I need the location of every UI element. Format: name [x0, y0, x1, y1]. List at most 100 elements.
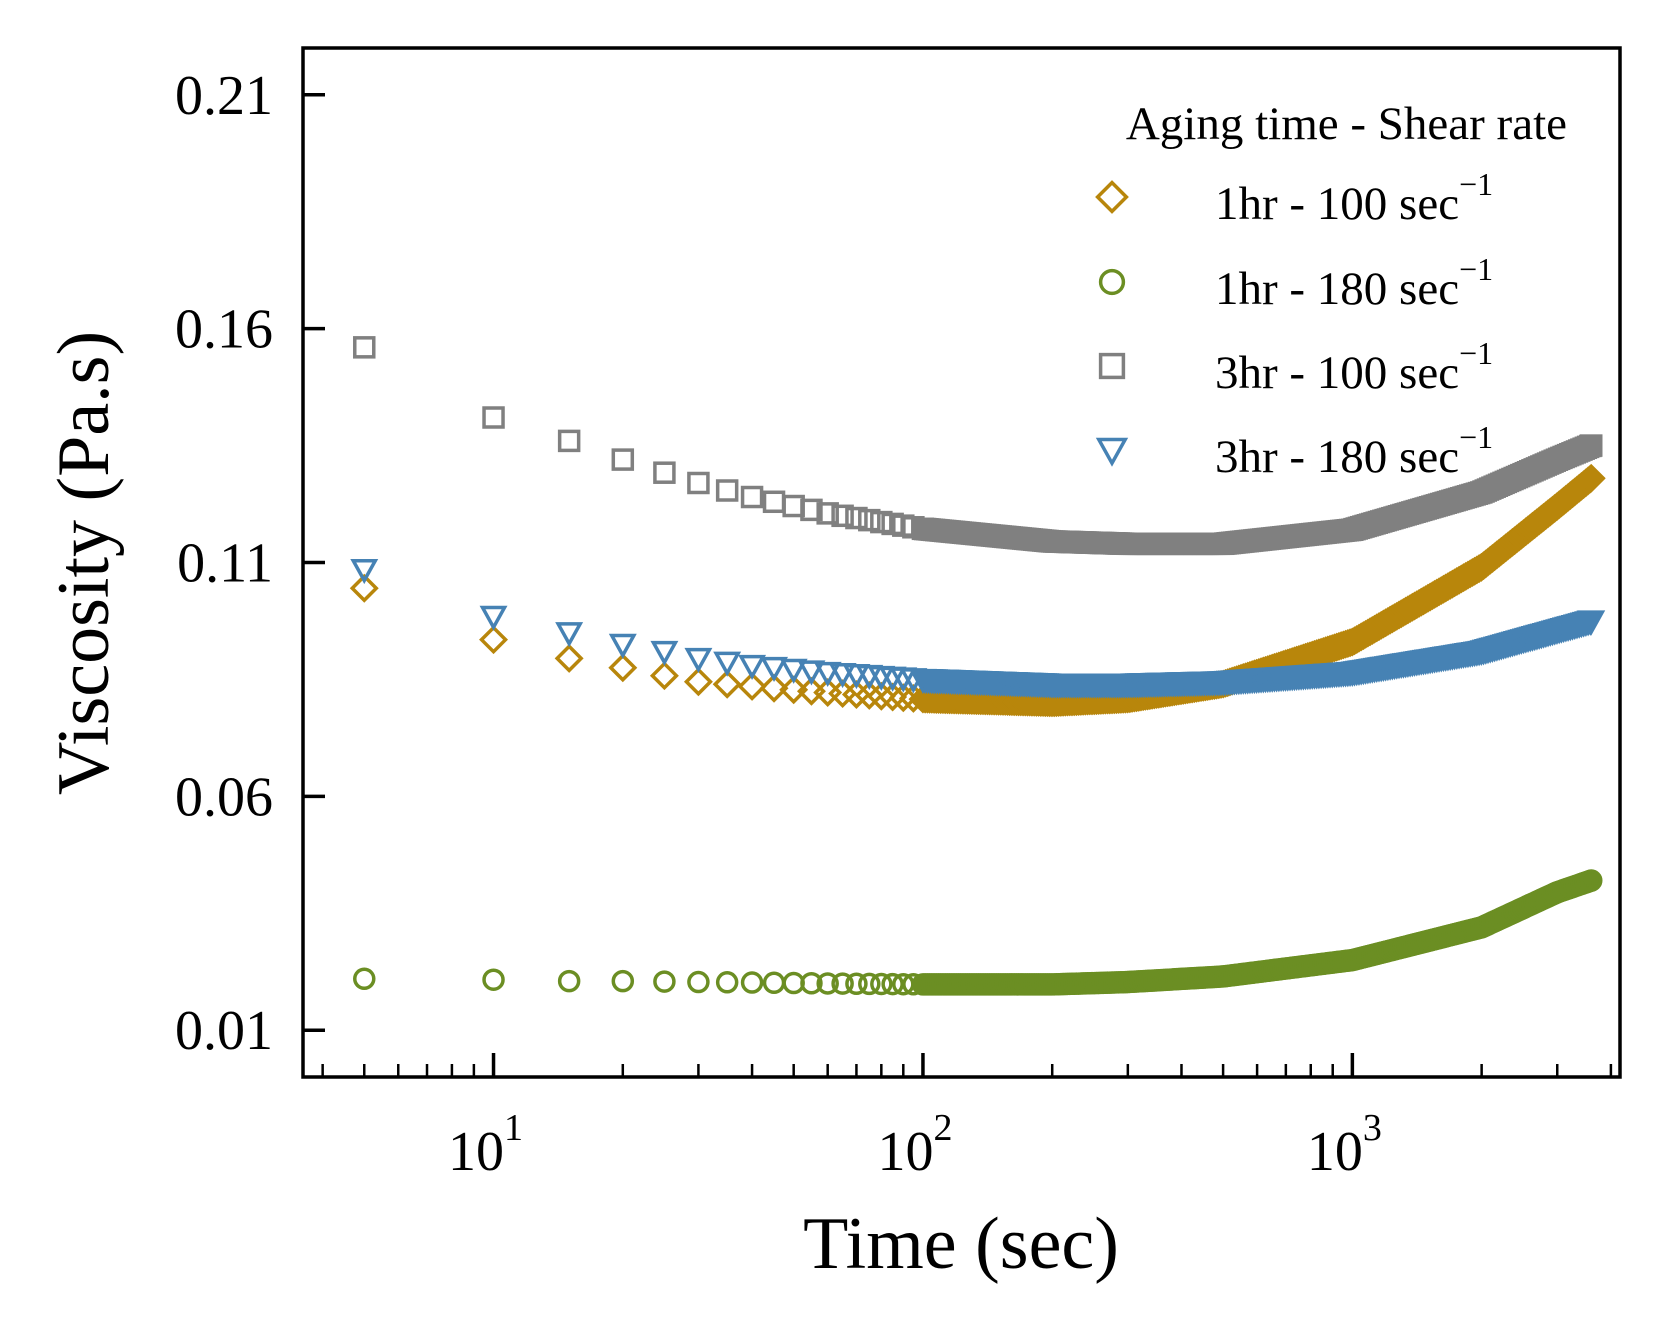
y-tick-label: 0.11	[177, 533, 273, 595]
data-point	[687, 970, 710, 994]
data-point	[555, 622, 584, 648]
data-point	[762, 490, 786, 514]
data-point	[813, 661, 842, 688]
plot-area	[349, 336, 1606, 996]
data-point	[479, 625, 509, 655]
legend-marker-circle	[1098, 268, 1126, 296]
data-point	[650, 640, 679, 666]
legend-label-exponent: −1	[1459, 166, 1493, 202]
data-point	[557, 429, 581, 453]
legend-label-text: 1hr - 100 sec	[1215, 178, 1459, 230]
data-point	[608, 633, 637, 659]
data-point	[482, 968, 505, 991]
legend-label: 1hr - 100 sec−1	[1215, 166, 1493, 230]
y-tick-label: 0.06	[175, 766, 273, 828]
data-point	[845, 506, 868, 530]
legend-label-text: 3hr - 100 sec	[1215, 347, 1459, 399]
data-point	[858, 972, 881, 996]
data-point	[779, 658, 808, 684]
data-point	[854, 680, 884, 710]
data-point	[760, 656, 789, 683]
legend-label: 3hr - 180 sec−1	[1215, 419, 1493, 483]
data-point	[831, 972, 854, 995]
y-tick-label: 0.21	[175, 65, 273, 127]
data-point	[797, 660, 826, 686]
legend-marker-triangle-down	[1095, 437, 1129, 467]
data-point	[759, 673, 789, 703]
legend-marker-diamond	[1095, 180, 1129, 214]
series-circle	[353, 869, 1603, 996]
data-point	[878, 682, 908, 712]
y-tick-label: 0.01	[175, 1000, 273, 1062]
data-point	[608, 653, 638, 683]
data-point	[482, 406, 505, 429]
data-point	[1577, 610, 1606, 636]
data-point	[816, 502, 839, 525]
x-axis: 101 102 103	[321, 1053, 1613, 1183]
data-point	[800, 972, 823, 995]
data-point	[611, 969, 635, 993]
y-axis-label: Viscosity (Pa.s)	[43, 331, 125, 795]
x-tick-base: 10	[1307, 1121, 1363, 1183]
x-tick-label: 101	[448, 1107, 523, 1183]
data-point	[350, 558, 379, 585]
data-point	[866, 681, 896, 711]
data-point	[845, 972, 868, 995]
y-axis: 0.01 0.06 0.11 0.16 0.21	[175, 65, 325, 1062]
data-point	[683, 667, 713, 697]
data-point	[653, 461, 676, 484]
data-point	[684, 647, 713, 673]
x-axis-label: Time (sec)	[803, 1203, 1119, 1285]
data-point	[870, 510, 893, 534]
x-tick-exponent: 3	[1363, 1107, 1382, 1149]
series-square	[353, 336, 1603, 556]
data-point	[712, 669, 742, 699]
data-point	[687, 471, 710, 495]
data-point	[715, 971, 739, 994]
x-tick-label: 103	[1307, 1107, 1382, 1183]
data-point	[858, 508, 881, 532]
data-point	[740, 971, 764, 994]
data-point	[816, 972, 839, 995]
data-point	[870, 972, 893, 996]
data-point	[828, 662, 857, 689]
legend-label-text: 3hr - 180 sec	[1215, 431, 1459, 483]
data-point	[888, 683, 918, 713]
data-point	[557, 969, 581, 993]
data-point	[1576, 463, 1606, 493]
data-point	[649, 661, 679, 691]
data-point	[762, 971, 786, 995]
legend-label: 1hr - 180 sec−1	[1215, 251, 1493, 315]
legend-label-exponent: −1	[1459, 419, 1493, 455]
data-point	[353, 967, 376, 991]
x-tick-exponent: 2	[933, 1107, 952, 1149]
legend: Aging time - Shear rate 1hr - 100 sec−11…	[1095, 98, 1567, 483]
legend-label-text: 1hr - 180 sec	[1215, 263, 1459, 315]
data-point	[800, 498, 823, 522]
legend-label-exponent: −1	[1459, 251, 1493, 287]
series-triangle-down	[350, 558, 1606, 699]
data-point	[353, 336, 376, 359]
y-tick-label: 0.16	[175, 299, 273, 361]
data-point	[611, 448, 635, 471]
legend-title: Aging time - Shear rate	[1126, 98, 1567, 150]
data-point	[831, 504, 854, 528]
data-point	[738, 654, 767, 681]
data-point	[713, 651, 742, 677]
legend-label-exponent: −1	[1459, 335, 1493, 371]
data-point	[737, 671, 767, 701]
legend-marker-square	[1098, 352, 1126, 380]
data-point	[1580, 434, 1603, 457]
data-point	[779, 675, 809, 705]
x-tick-base: 10	[448, 1121, 504, 1183]
data-point	[479, 605, 508, 631]
data-point	[1580, 869, 1603, 892]
x-tick-label: 102	[877, 1107, 952, 1183]
data-point	[653, 970, 676, 993]
data-point	[740, 485, 764, 509]
x-tick-exponent: 1	[504, 1107, 523, 1149]
data-point	[349, 573, 379, 603]
legend-label: 3hr - 100 sec−1	[1215, 335, 1493, 399]
data-point	[554, 643, 584, 673]
